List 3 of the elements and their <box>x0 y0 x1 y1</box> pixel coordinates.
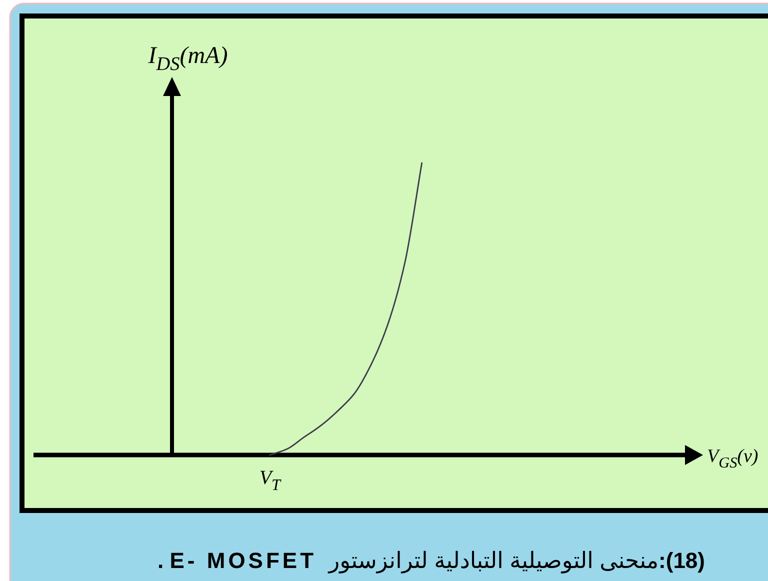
x-axis-title: V$_{GS}$(v) <box>707 446 758 472</box>
y-axis-title: I$_{DS}$(mA) <box>148 43 228 76</box>
annotation: V$_{T}$ <box>259 467 280 494</box>
